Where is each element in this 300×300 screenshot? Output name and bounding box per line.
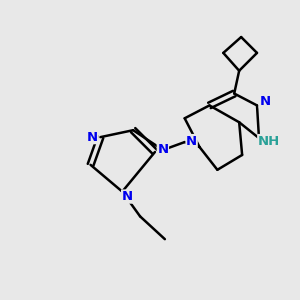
Text: N: N bbox=[87, 130, 98, 144]
Text: N: N bbox=[260, 95, 271, 108]
Text: N: N bbox=[122, 190, 133, 203]
Text: NH: NH bbox=[258, 135, 280, 148]
Text: N: N bbox=[157, 142, 168, 155]
Text: N: N bbox=[186, 135, 197, 148]
